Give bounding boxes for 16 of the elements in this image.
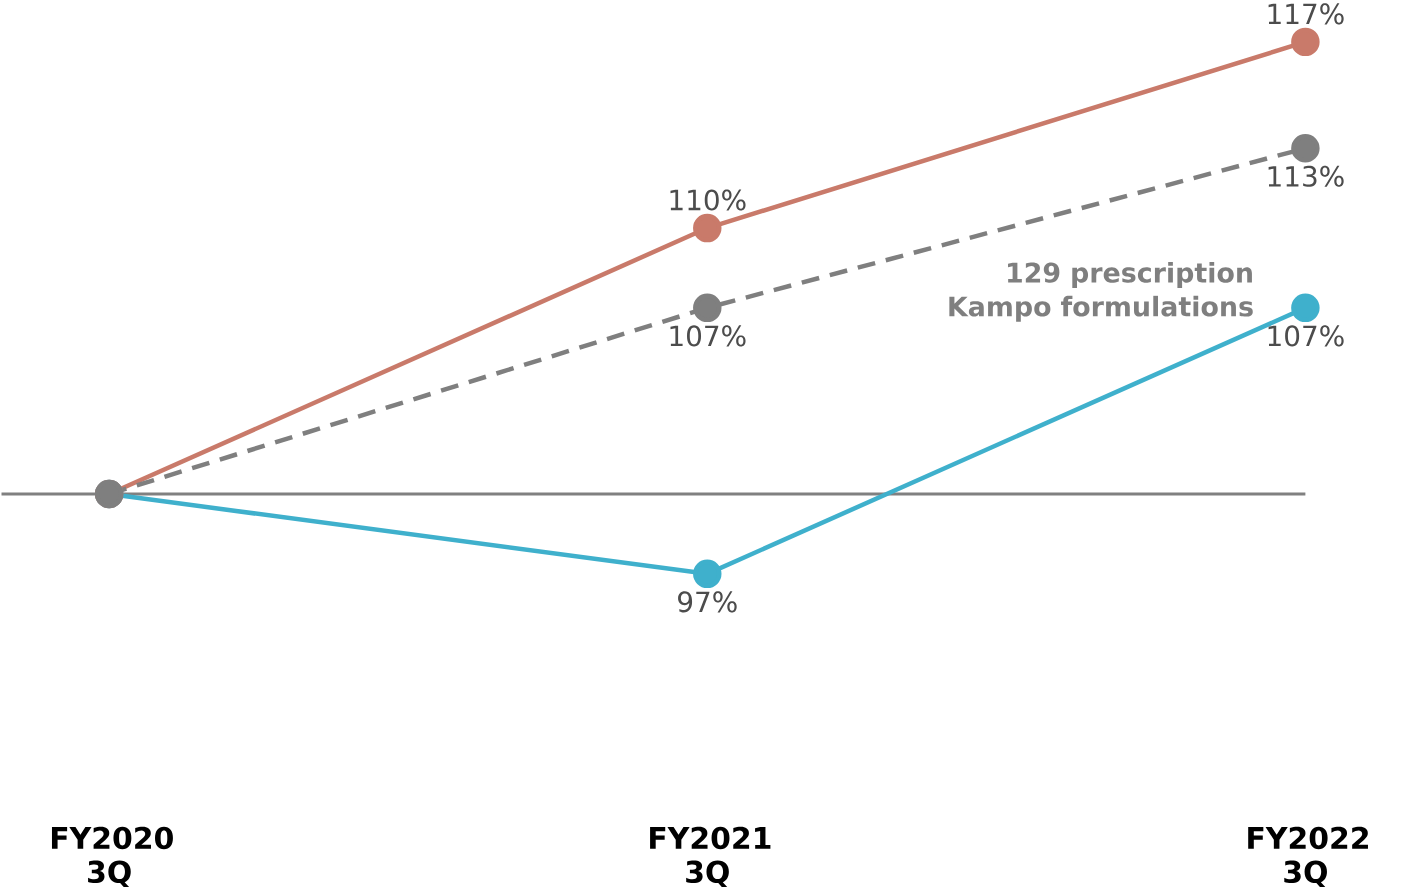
data-label: 107%: [1268, 325, 1344, 347]
data-label: 107%: [670, 325, 746, 347]
point: [693, 293, 722, 322]
x-tick-label: FY2022 3Q: [1248, 826, 1368, 887]
data-label: 97%: [678, 591, 737, 613]
x-tick-label: FY2020 3Q: [51, 826, 173, 887]
point: [693, 213, 722, 243]
series-label: 129 prescription Kampo formulations: [949, 261, 1253, 322]
x-tick-label: FY2021 3Q: [650, 826, 771, 887]
point: [1291, 293, 1320, 322]
point: [1291, 27, 1320, 56]
data-label: 113%: [1268, 165, 1344, 187]
point: [693, 559, 722, 588]
data-label: 110%: [670, 189, 746, 211]
data-label: 117%: [1268, 3, 1344, 25]
point: [1291, 133, 1320, 163]
